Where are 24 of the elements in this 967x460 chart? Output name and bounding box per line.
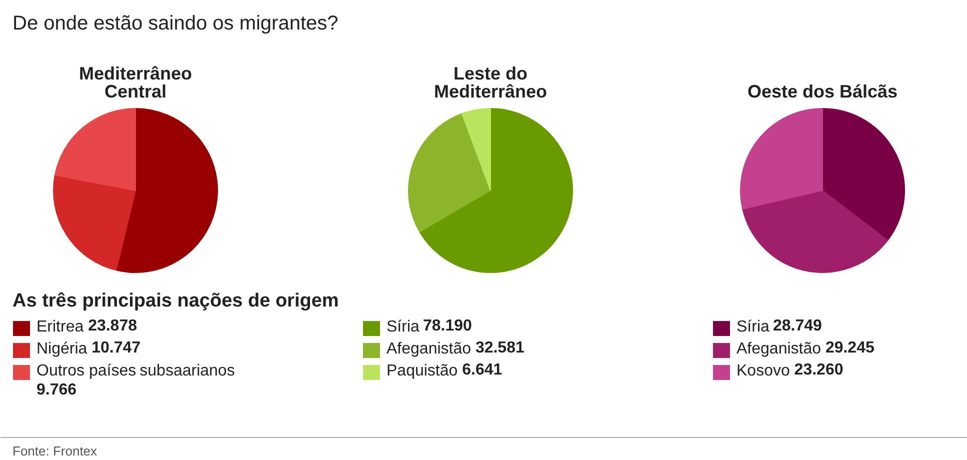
legend-label: Afeganistão	[386, 340, 472, 358]
data-label: 78.190	[422, 318, 472, 334]
source-note: Fonte: Frontex	[12, 444, 98, 458]
legend-label: Kosovo	[736, 362, 790, 380]
data-label: 23.878	[88, 318, 138, 334]
legend-label: Outros países subsaarianos	[36, 362, 235, 380]
data-label: 10.747	[92, 340, 141, 356]
data-label: 23.260	[794, 362, 844, 378]
legend-label: Paquistão	[386, 362, 458, 380]
legend-label: Síria	[736, 318, 770, 336]
data-label: 32.581	[475, 340, 524, 356]
chart-title: De onde estão saindo os migrantes?	[12, 12, 338, 34]
data-label: 9.766	[36, 382, 77, 398]
chart-subtitle: Oeste dos Bálcãs	[747, 82, 898, 102]
data-label: 28.749	[772, 318, 822, 334]
legend-label: Síria	[386, 318, 420, 336]
legend-title: As três principais nações de origem	[12, 290, 339, 312]
data-label: 6.641	[462, 362, 502, 378]
legend-label: Afeganistão	[736, 340, 822, 358]
chart-subtitle: Leste do Mediterrâneo	[434, 64, 548, 102]
data-label: 29.245	[825, 340, 874, 356]
chart-subtitle: Mediterrâneo Central	[78, 64, 192, 102]
legend-label: Nigéria	[36, 340, 88, 358]
legend-label: Eritrea	[36, 318, 84, 336]
